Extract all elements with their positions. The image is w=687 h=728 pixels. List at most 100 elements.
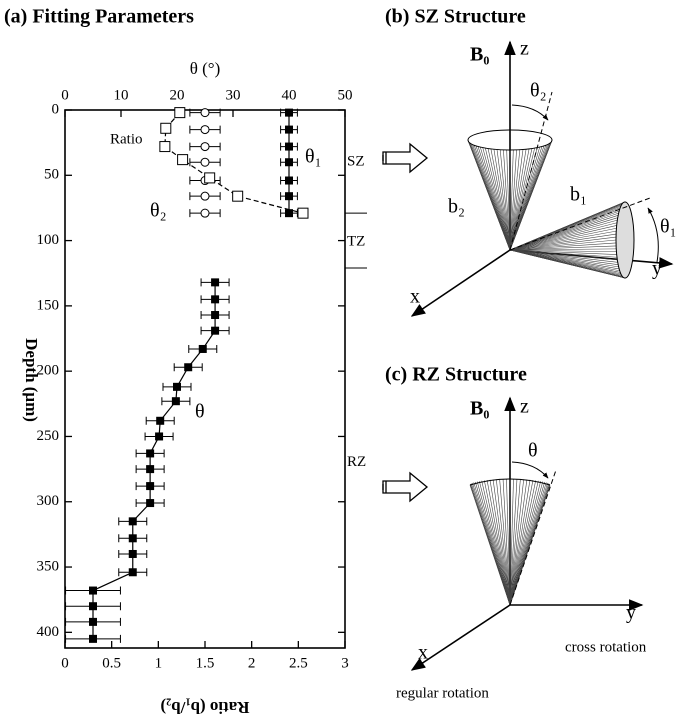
y-tick-label: 250 bbox=[37, 428, 60, 444]
label: b₁ bbox=[570, 184, 587, 206]
point bbox=[156, 416, 165, 425]
diagram-title: (c) RZ Structure bbox=[385, 364, 527, 386]
cone-line bbox=[509, 212, 619, 251]
series-label: Ratio bbox=[110, 131, 143, 147]
x2-tick-label: 1.5 bbox=[196, 655, 215, 671]
label: x bbox=[410, 286, 420, 308]
label: y bbox=[652, 258, 662, 280]
diagram-b: (b) SZ Structure B₀ z θ₂ b₂ b₁ θ₁ y x bbox=[385, 6, 677, 317]
point bbox=[128, 549, 137, 558]
point bbox=[89, 586, 97, 595]
point bbox=[285, 176, 293, 185]
cone-line bbox=[509, 219, 618, 251]
cone-line bbox=[503, 149, 511, 251]
cone-axis bbox=[509, 197, 651, 251]
zone-label: TZ bbox=[347, 233, 365, 249]
x-tick-label: 20 bbox=[170, 87, 185, 103]
cone-line bbox=[509, 215, 619, 251]
cone-line bbox=[509, 222, 618, 251]
label: z bbox=[520, 38, 529, 60]
cone-line bbox=[496, 149, 511, 251]
point bbox=[200, 142, 210, 152]
cone-line bbox=[492, 479, 511, 606]
cone-line bbox=[509, 249, 618, 261]
cone-line bbox=[509, 481, 541, 606]
block-arrow bbox=[382, 142, 429, 174]
y-tick-label: 0 bbox=[52, 101, 60, 117]
chart-title: (a) Fitting Parameters bbox=[4, 6, 194, 28]
x-tick-label: 30 bbox=[226, 87, 241, 103]
cone-line bbox=[486, 480, 511, 606]
cone-line bbox=[509, 146, 543, 251]
cone-line bbox=[509, 227, 617, 251]
x-tick-label: 40 bbox=[282, 87, 297, 103]
cone-line bbox=[509, 480, 534, 606]
cone-line bbox=[481, 480, 511, 606]
cone-line bbox=[509, 480, 537, 606]
cone-line bbox=[487, 148, 511, 251]
cone-line bbox=[499, 149, 511, 251]
diagram-title: (b) SZ Structure bbox=[385, 6, 526, 28]
x2-axis-title: Ratio (b₁/b₂) bbox=[160, 698, 249, 717]
point bbox=[146, 465, 155, 474]
point bbox=[200, 125, 210, 135]
cone-axis bbox=[509, 91, 553, 251]
point bbox=[285, 142, 293, 151]
cone-line bbox=[493, 149, 511, 251]
point bbox=[159, 141, 171, 153]
cone-line bbox=[509, 149, 517, 251]
point bbox=[285, 209, 293, 218]
cone-line bbox=[509, 248, 617, 251]
cone-rim bbox=[469, 478, 551, 486]
cone-line bbox=[475, 481, 511, 606]
x2-tick-label: 3 bbox=[341, 655, 349, 671]
cone-line bbox=[489, 479, 511, 606]
point bbox=[211, 278, 220, 287]
cone-line bbox=[509, 481, 544, 606]
cone-line bbox=[509, 249, 619, 265]
point bbox=[297, 207, 309, 219]
x-axis-title: θ (°) bbox=[190, 59, 221, 78]
cone-line bbox=[509, 242, 617, 251]
cone-line bbox=[467, 139, 511, 251]
point bbox=[285, 192, 293, 201]
x-axis bbox=[410, 604, 511, 671]
cone-line bbox=[509, 249, 626, 279]
cone-line bbox=[499, 479, 511, 606]
cone-line bbox=[509, 249, 618, 258]
x2-tick-label: 0 bbox=[61, 655, 69, 671]
point bbox=[200, 191, 210, 201]
cone-line bbox=[509, 479, 518, 606]
label: θ bbox=[528, 440, 538, 462]
plot-frame bbox=[64, 109, 346, 649]
point bbox=[211, 311, 220, 320]
cone-line bbox=[509, 239, 617, 251]
cone-rim bbox=[467, 129, 553, 151]
cone-line bbox=[509, 236, 617, 251]
zone-label: SZ bbox=[347, 154, 365, 170]
x-tick-label: 50 bbox=[338, 87, 353, 103]
x2-tick-label: 2.5 bbox=[289, 655, 308, 671]
y-tick-label: 300 bbox=[37, 493, 60, 509]
point bbox=[128, 568, 137, 577]
point bbox=[128, 517, 137, 526]
cone-line bbox=[509, 245, 617, 251]
point bbox=[200, 208, 210, 218]
x2-tick-label: 2 bbox=[248, 655, 256, 671]
x2-tick-label: 0.5 bbox=[102, 655, 121, 671]
block-arrow bbox=[382, 471, 429, 503]
point bbox=[146, 482, 155, 491]
cone-line bbox=[483, 480, 511, 606]
cone-line bbox=[509, 249, 618, 263]
cone-line bbox=[509, 149, 524, 251]
cone-line bbox=[509, 249, 617, 255]
cone-rim bbox=[615, 201, 635, 279]
label: θ₂ bbox=[530, 80, 547, 102]
cone-line bbox=[496, 479, 511, 606]
cone-line bbox=[509, 225, 617, 251]
y-tick-label: 200 bbox=[37, 363, 60, 379]
cone-line bbox=[509, 148, 533, 251]
cone-line bbox=[485, 148, 511, 251]
label: z bbox=[520, 396, 529, 418]
point bbox=[211, 326, 220, 335]
